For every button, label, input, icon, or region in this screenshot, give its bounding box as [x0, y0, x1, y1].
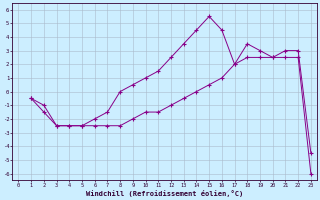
X-axis label: Windchill (Refroidissement éolien,°C): Windchill (Refroidissement éolien,°C)	[86, 190, 243, 197]
